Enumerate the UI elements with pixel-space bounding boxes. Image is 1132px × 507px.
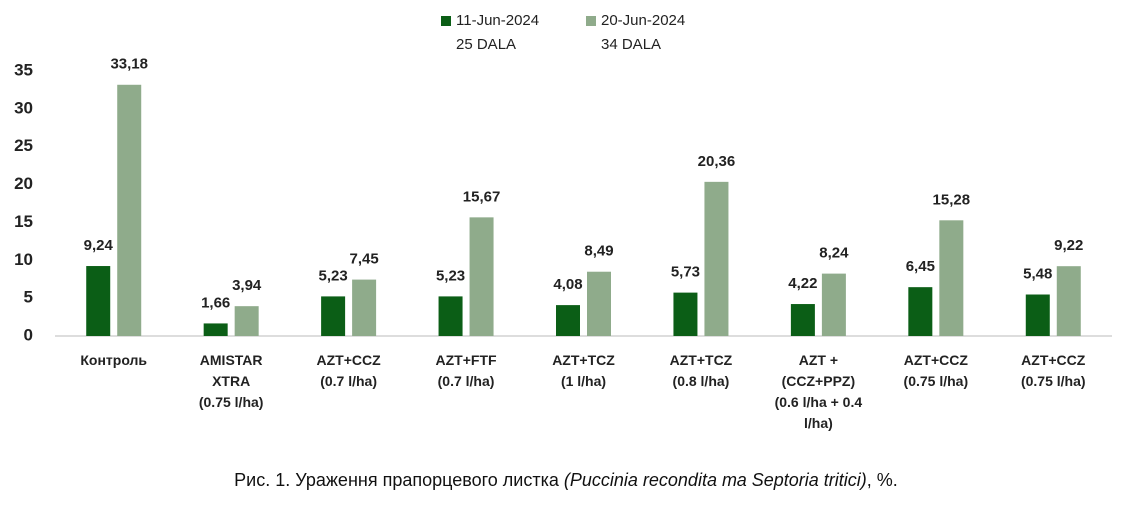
bar <box>117 84 142 336</box>
x-tick-label: AZT+FTF (0.7 l/ha) <box>435 352 497 389</box>
y-tick-label: 20 <box>14 174 33 193</box>
legend-swatch <box>441 16 451 26</box>
x-tick-label: AZT+CCZ (0.7 l/ha) <box>316 352 381 389</box>
legend-label: 11-Jun-2024 25 DALA <box>456 12 540 53</box>
value-label: 9,24 <box>84 237 114 254</box>
bar <box>821 273 846 336</box>
legend-label: 20-Jun-2024 34 DALA <box>601 12 686 53</box>
legend-swatch <box>586 16 596 26</box>
caption: Рис. 1. Ураження прапорцевого листка (Pu… <box>0 470 1132 491</box>
value-label: 9,22 <box>1054 237 1083 254</box>
x-tick-label: AMISTAR XTRA (0.75 l/ha) <box>198 352 264 410</box>
bar <box>234 306 259 336</box>
bar <box>438 296 463 336</box>
value-label: 8,24 <box>819 245 849 262</box>
bar <box>1025 294 1050 336</box>
value-label: 20,36 <box>698 153 736 170</box>
bar <box>469 217 494 336</box>
bar <box>352 279 377 336</box>
value-label: 1,66 <box>201 294 230 311</box>
bar <box>1056 266 1081 336</box>
x-tick-label: Контроль <box>80 352 148 368</box>
value-label: 5,48 <box>1023 265 1052 282</box>
x-tick-label: AZT+CCZ (0.75 l/ha) <box>903 352 969 389</box>
value-label: 15,67 <box>463 188 501 205</box>
bar <box>908 287 933 336</box>
value-label: 6,45 <box>906 258 935 275</box>
value-label: 15,28 <box>933 191 971 208</box>
value-label: 5,23 <box>436 267 465 284</box>
caption-text: Рис. 1. Ураження прапорцевого листка <box>234 470 564 490</box>
y-tick-label: 0 <box>24 325 33 344</box>
bar <box>556 305 580 336</box>
chart: 051015202530359,2433,181,663,945,237,455… <box>14 56 1112 344</box>
y-tick-label: 35 <box>14 60 33 79</box>
bar <box>704 181 729 336</box>
y-tick-label: 15 <box>14 212 33 231</box>
bar <box>939 220 964 336</box>
value-label: 4,08 <box>553 276 582 293</box>
value-label: 33,18 <box>110 56 148 73</box>
caption-text: , %. <box>866 470 898 490</box>
x-tick-label: AZT+CCZ (0.75 l/ha) <box>1020 352 1086 389</box>
bar <box>203 323 228 336</box>
value-label: 3,94 <box>232 277 262 294</box>
bar <box>321 296 346 336</box>
value-label: 4,22 <box>788 275 817 292</box>
x-tick-label: AZT+TCZ (0.8 l/ha) <box>669 352 733 389</box>
bar <box>86 266 111 336</box>
value-label: 7,45 <box>350 251 379 268</box>
value-label: 5,23 <box>319 267 348 284</box>
x-tick-label: AZT + (CCZ+PPZ) (0.6 l/ha + 0.4 l/ha) <box>774 352 863 431</box>
caption-species: (Puccinia recondita та Septoria tritici) <box>563 470 867 490</box>
x-tick-label: AZT+TCZ (1 l/ha) <box>552 352 615 389</box>
bar <box>790 304 815 336</box>
y-tick-label: 25 <box>14 136 33 155</box>
bar <box>673 292 698 336</box>
value-label: 8,49 <box>584 243 613 260</box>
y-tick-label: 10 <box>14 250 33 269</box>
value-label: 5,73 <box>671 264 700 281</box>
y-tick-label: 30 <box>14 98 33 117</box>
y-tick-label: 5 <box>24 288 33 307</box>
bar <box>587 271 611 336</box>
